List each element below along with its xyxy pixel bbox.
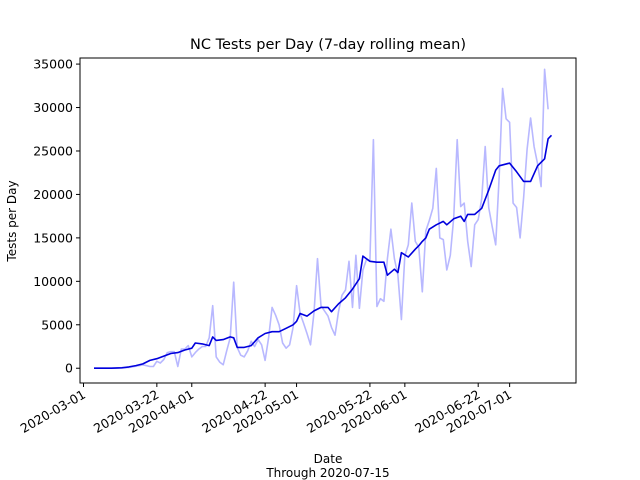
- y-tick-label: 30000: [33, 100, 73, 115]
- x-axis-subtitle: Through 2020-07-15: [265, 466, 389, 480]
- y-tick-label: 20000: [33, 187, 73, 202]
- daily-tests-line: [94, 68, 549, 369]
- rolling-mean-line: [94, 134, 553, 369]
- y-tick-label: 5000: [41, 317, 73, 332]
- x-axis-label: Date: [314, 452, 343, 466]
- plot-frame: [79, 57, 577, 384]
- series-layer: [94, 68, 553, 369]
- y-tick-label: 25000: [33, 143, 73, 158]
- y-tick-label: 15000: [33, 230, 73, 245]
- y-axis: 0 5000 10000 15000 20000 25000 30000 35000: [33, 57, 80, 376]
- chart-title: NC Tests per Day (7-day rolling mean): [190, 37, 466, 53]
- y-axis-label: Tests per Day: [5, 180, 19, 262]
- y-tick-label: 0: [65, 361, 73, 376]
- y-tick-label: 10000: [33, 274, 73, 289]
- y-tick-label: 35000: [33, 57, 73, 72]
